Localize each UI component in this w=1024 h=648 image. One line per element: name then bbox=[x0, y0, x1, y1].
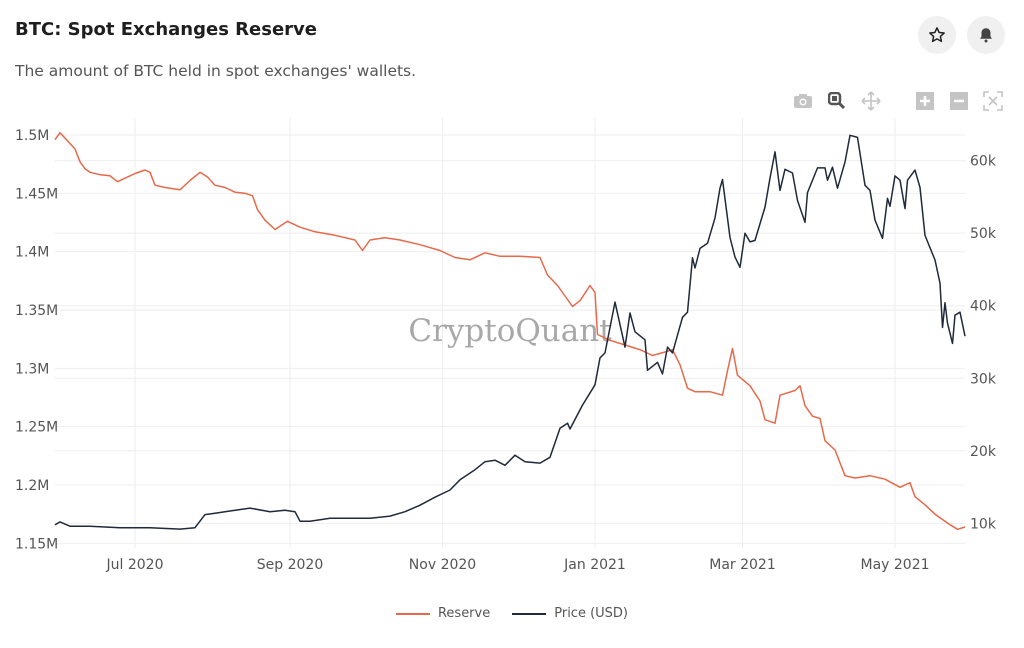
x-tick-label: Jan 2021 bbox=[563, 557, 626, 573]
y-right-tick-label: 30k bbox=[970, 371, 997, 387]
legend-label: Reserve bbox=[437, 606, 491, 621]
y-left-tick-label: 1.5M bbox=[15, 128, 49, 144]
zoom-out-icon bbox=[950, 92, 968, 110]
y-right-tick-label: 60k bbox=[970, 154, 997, 170]
favorite-button[interactable] bbox=[918, 16, 956, 54]
zoom-in-icon bbox=[916, 92, 934, 110]
y-left-tick-label: 1.2M bbox=[15, 478, 49, 494]
y-right-tick-label: 10k bbox=[970, 516, 997, 532]
y-left-tick-label: 1.25M bbox=[15, 420, 58, 436]
y-left-tick-label: 1.35M bbox=[15, 303, 58, 319]
autoscale-icon bbox=[983, 91, 1003, 111]
zoom-out-button[interactable] bbox=[948, 91, 970, 111]
x-tick-label: Mar 2021 bbox=[709, 557, 776, 573]
x-tick-label: Jul 2020 bbox=[106, 557, 164, 573]
chart-subtitle: The amount of BTC held in spot exchanges… bbox=[15, 62, 417, 80]
zoom-icon bbox=[828, 92, 846, 110]
y-left-tick-label: 1.45M bbox=[15, 186, 58, 202]
x-tick-label: May 2021 bbox=[860, 557, 929, 573]
zoom-button[interactable] bbox=[826, 91, 848, 111]
pan-button[interactable] bbox=[860, 91, 882, 111]
zoom-in-button[interactable] bbox=[914, 91, 936, 111]
camera-icon bbox=[794, 94, 812, 108]
legend-swatch bbox=[395, 612, 430, 615]
y-left-tick-label: 1.4M bbox=[15, 245, 49, 261]
x-tick-label: Sep 2020 bbox=[257, 557, 323, 573]
alert-button[interactable] bbox=[967, 16, 1005, 54]
y-right-tick-label: 40k bbox=[970, 299, 997, 315]
y-right-tick-label: 50k bbox=[970, 226, 997, 242]
bell-icon bbox=[980, 28, 992, 43]
y-left-tick-label: 1.15M bbox=[15, 536, 58, 552]
series-line-reserve bbox=[54, 131, 966, 531]
chart-title: BTC: Spot Exchanges Reserve bbox=[15, 19, 317, 40]
legend: Reserve Price (USD) bbox=[0, 606, 1024, 621]
star-icon bbox=[929, 27, 945, 43]
x-tick-label: Nov 2020 bbox=[409, 557, 476, 573]
legend-swatch bbox=[512, 612, 547, 615]
download-image-button[interactable] bbox=[792, 91, 814, 111]
series-line-price bbox=[54, 134, 966, 530]
autoscale-button[interactable] bbox=[982, 91, 1004, 111]
pan-icon bbox=[861, 91, 881, 111]
y-right-tick-label: 20k bbox=[970, 444, 997, 460]
y-left-tick-label: 1.3M bbox=[15, 361, 49, 377]
chart-toolbar bbox=[792, 91, 1004, 111]
watermark: CryptoQuant bbox=[408, 313, 612, 349]
legend-label: Price (USD) bbox=[554, 606, 629, 621]
legend-item-price[interactable]: Price (USD) bbox=[512, 606, 628, 621]
legend-item-reserve[interactable]: Reserve bbox=[395, 606, 491, 621]
